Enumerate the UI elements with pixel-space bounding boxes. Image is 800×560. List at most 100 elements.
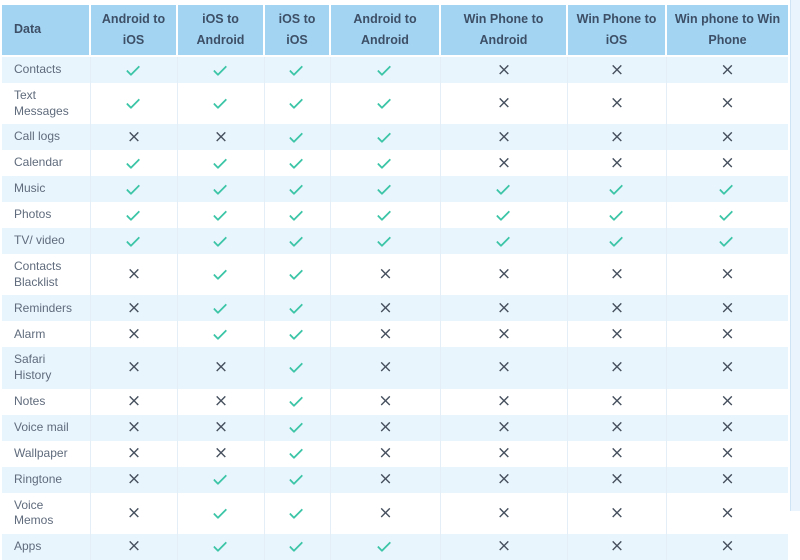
cross-icon: × [496,93,512,114]
cross-icon: × [496,536,512,557]
check-icon [289,154,304,169]
check-icon [289,180,304,195]
check-icon-cell [178,150,265,177]
cross-icon: × [720,469,735,490]
check-icon [289,538,304,553]
cross-icon-cell: × [568,414,667,441]
check-icon [289,359,304,374]
check-icon [719,180,734,195]
check-icon-cell [265,228,331,255]
cross-icon-cell: × [331,492,441,534]
check-icon [608,180,623,195]
check-icon-cell [91,57,178,83]
check-icon-cell [265,388,331,415]
cross-icon-cell: × [331,321,441,348]
cross-icon: × [126,443,142,464]
table-row: Notes × × × × × × [2,388,788,415]
cross-icon-cell: × [91,440,178,467]
check-icon-cell [178,466,265,493]
check-icon [289,504,304,519]
check-icon-cell [441,202,568,229]
check-icon-cell [331,150,441,177]
cross-icon-cell: × [568,57,667,83]
cross-icon-cell: × [91,492,178,534]
check-icon-cell [331,57,441,83]
cross-icon-cell: × [178,124,265,151]
column-header: Win Phone to iOS [568,5,667,55]
table-row: Calendar × × × [2,150,788,177]
table-row: Safari History × × × × × × [2,347,788,389]
cross-icon-cell: × [667,83,788,125]
check-icon-cell [265,533,331,560]
check-icon-cell [331,228,441,255]
check-icon-cell [667,202,788,229]
cross-icon: × [496,264,512,285]
cross-icon: × [496,502,512,523]
cross-icon-cell: × [568,321,667,348]
check-icon [377,180,392,195]
cross-icon: × [496,357,512,378]
cross-icon-cell: × [91,533,178,560]
check-icon-cell [178,228,265,255]
check-icon [289,266,304,281]
data-transfer-compatibility-table: Data Android to iOS iOS to Android iOS to i… [2,5,788,560]
row-label: Apps [2,533,91,560]
cross-icon-cell: × [667,492,788,534]
check-icon [212,299,227,315]
table-row: Voice Memos × × × × × [2,492,788,534]
check-icon [289,471,304,486]
check-icon [212,232,227,247]
cross-icon: × [126,536,142,557]
table-header-row: Data Android to iOS iOS to Android iOS to i… [2,5,788,55]
check-icon [495,206,510,221]
cross-icon-cell: × [441,347,568,389]
cross-icon-cell: × [667,124,788,151]
check-icon [289,325,304,341]
row-label: Calendar [2,150,91,177]
cross-icon-cell: × [667,414,788,441]
row-label: Ringtone [2,466,91,493]
check-icon [377,61,392,76]
cross-icon: × [720,443,735,464]
row-label: Text Messages [2,83,91,125]
cross-icon-cell: × [441,533,568,560]
check-icon [125,180,140,195]
check-icon [212,325,227,341]
check-icon-cell [441,176,568,203]
check-icon [125,61,140,76]
cross-icon-cell: × [178,440,265,467]
cross-icon: × [496,297,512,318]
check-icon [289,128,304,143]
cross-icon: × [720,93,735,114]
column-header: Android to iOS [91,5,178,55]
cross-icon-cell: × [441,83,568,125]
check-icon-cell [91,83,178,125]
cross-icon: × [496,59,512,80]
check-icon [289,445,304,460]
cross-icon: × [213,417,229,438]
cross-icon-cell: × [91,321,178,348]
check-icon [289,232,304,247]
row-label: Alarm [2,321,91,348]
cross-icon: × [720,536,735,557]
check-icon-cell [265,492,331,534]
cross-icon: × [609,417,625,438]
check-icon [377,154,392,169]
row-label: TV/ video [2,228,91,255]
check-icon [125,232,140,247]
table-row: Photos [2,202,788,229]
table-row: Text Messages × × × [2,83,788,125]
cross-icon-cell: × [331,254,441,296]
check-icon [289,299,304,315]
cross-icon: × [126,264,142,285]
cross-icon-cell: × [568,347,667,389]
cross-icon-cell: × [667,295,788,322]
cross-icon: × [213,443,229,464]
cross-icon-cell: × [441,388,568,415]
check-icon [212,206,227,221]
check-icon [377,206,392,221]
cross-icon: × [126,323,142,344]
check-icon [719,206,734,221]
check-icon-cell [331,83,441,125]
cross-icon-cell: × [667,388,788,415]
